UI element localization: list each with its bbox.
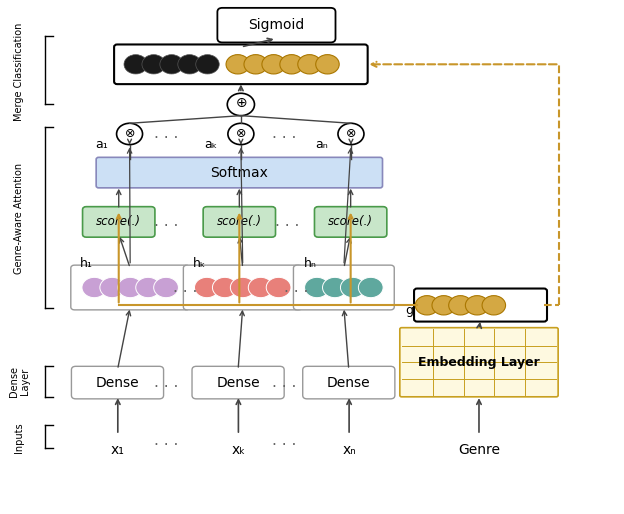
FancyBboxPatch shape (71, 265, 190, 310)
Circle shape (118, 278, 142, 298)
Circle shape (316, 54, 339, 74)
Circle shape (305, 278, 329, 298)
Circle shape (432, 296, 456, 315)
Circle shape (227, 93, 255, 116)
Circle shape (248, 278, 273, 298)
Text: . . .: . . . (154, 214, 178, 229)
FancyBboxPatch shape (400, 327, 558, 397)
Text: Dense
Layer: Dense Layer (9, 366, 31, 397)
FancyBboxPatch shape (203, 207, 276, 237)
Text: Inputs: Inputs (14, 422, 24, 453)
Circle shape (142, 54, 165, 74)
Text: xₖ: xₖ (232, 443, 245, 457)
Text: Softmax: Softmax (210, 166, 268, 179)
FancyBboxPatch shape (314, 207, 387, 237)
Circle shape (482, 296, 505, 315)
Text: $\otimes$: $\otimes$ (235, 127, 246, 140)
Circle shape (244, 54, 268, 74)
Text: a₁: a₁ (95, 138, 108, 151)
Circle shape (262, 54, 285, 74)
Text: Genre: Genre (458, 443, 500, 457)
Text: Dense: Dense (217, 376, 260, 390)
Text: $\otimes$: $\otimes$ (124, 127, 135, 140)
Circle shape (136, 278, 160, 298)
Text: . . .: . . . (272, 433, 296, 448)
Circle shape (228, 123, 254, 144)
Text: Genre-Aware Attention: Genre-Aware Attention (14, 163, 24, 274)
Circle shape (280, 54, 303, 74)
Circle shape (212, 278, 237, 298)
Circle shape (338, 123, 364, 144)
Text: x₁: x₁ (111, 443, 125, 457)
Text: . . .: . . . (155, 433, 179, 448)
Text: . . .: . . . (154, 375, 178, 390)
Circle shape (226, 54, 250, 74)
Circle shape (358, 278, 383, 298)
Circle shape (230, 278, 255, 298)
Text: . . .: . . . (272, 126, 296, 141)
Circle shape (298, 54, 321, 74)
Text: aₙ: aₙ (315, 138, 328, 151)
FancyBboxPatch shape (217, 8, 336, 43)
Text: score(.): score(.) (96, 215, 141, 228)
Text: g: g (406, 304, 414, 317)
Circle shape (196, 54, 219, 74)
Text: Dense: Dense (327, 376, 371, 390)
FancyBboxPatch shape (114, 45, 368, 84)
FancyBboxPatch shape (303, 366, 395, 399)
Circle shape (82, 278, 107, 298)
Text: score(.): score(.) (328, 215, 373, 228)
Text: . . .: . . . (272, 375, 296, 390)
Circle shape (323, 278, 347, 298)
FancyBboxPatch shape (192, 366, 284, 399)
FancyBboxPatch shape (96, 157, 383, 188)
Text: Dense: Dense (95, 376, 139, 390)
Circle shape (466, 296, 489, 315)
FancyBboxPatch shape (183, 265, 302, 310)
Circle shape (266, 278, 291, 298)
Text: aₖ: aₖ (205, 138, 218, 151)
FancyBboxPatch shape (71, 366, 163, 399)
Text: Merge Classification: Merge Classification (14, 22, 24, 121)
Circle shape (160, 54, 183, 74)
Circle shape (416, 296, 439, 315)
Circle shape (178, 54, 202, 74)
Text: Embedding Layer: Embedding Layer (418, 356, 540, 369)
Circle shape (100, 278, 125, 298)
Text: Sigmoid: Sigmoid (248, 18, 305, 32)
Circle shape (449, 296, 472, 315)
Text: score(.): score(.) (217, 215, 262, 228)
FancyBboxPatch shape (414, 288, 547, 322)
Text: $\otimes$: $\otimes$ (345, 127, 356, 140)
Text: $\oplus$: $\oplus$ (235, 97, 247, 111)
Text: hₙ: hₙ (304, 256, 316, 270)
FancyBboxPatch shape (293, 265, 394, 310)
Text: . . .: . . . (284, 280, 308, 295)
Text: . . .: . . . (155, 126, 179, 141)
Circle shape (117, 123, 142, 144)
Text: . . .: . . . (173, 280, 197, 295)
Text: h₁: h₁ (80, 256, 93, 270)
FancyBboxPatch shape (82, 207, 155, 237)
Circle shape (195, 278, 219, 298)
Circle shape (154, 278, 178, 298)
Circle shape (124, 54, 147, 74)
Text: hₖ: hₖ (193, 256, 206, 270)
Text: xₙ: xₙ (342, 443, 356, 457)
Text: . . .: . . . (275, 214, 300, 229)
Circle shape (341, 278, 365, 298)
